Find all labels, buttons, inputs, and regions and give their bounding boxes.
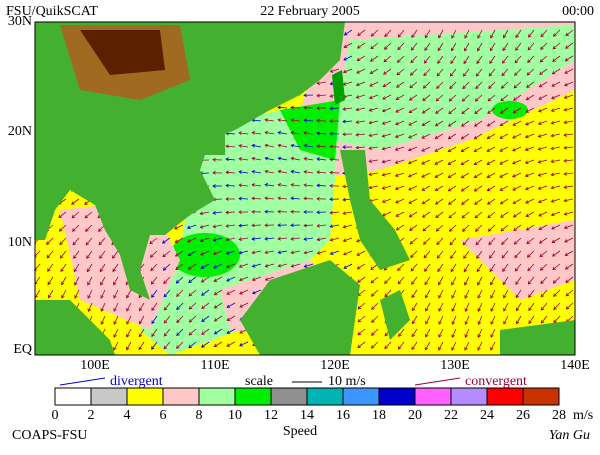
legend-scale: scale (245, 374, 273, 389)
colorbar-label: 8 (196, 408, 203, 423)
arrow-head (32, 161, 35, 164)
colorbar-label: 2 (88, 408, 95, 423)
legend-arrow (415, 378, 460, 385)
lat-labels: 30N 20N 10N EQ (8, 14, 32, 357)
lat-label: 20N (8, 124, 32, 139)
colorbar-label: 4 (124, 408, 131, 423)
legend-divergent: divergent (110, 374, 163, 389)
colorbar-swatch (523, 388, 559, 405)
colorbar-swatch (91, 388, 127, 405)
legend-scale-value: 10 m/s (328, 374, 366, 389)
arrow-head (32, 148, 35, 151)
lon-label: 110E (200, 358, 229, 373)
lat-label: EQ (13, 342, 32, 357)
colorbar-swatch (379, 388, 415, 405)
colorbar-unit: m/s (573, 408, 593, 423)
map (32, 22, 585, 360)
region (492, 101, 528, 119)
colorbar-swatch (55, 388, 91, 405)
header-center: 22 February 2005 (260, 4, 360, 19)
arrow-head (32, 187, 35, 190)
lon-label: 100E (80, 358, 110, 373)
colorbar-swatch (271, 388, 307, 405)
colorbar-swatch (343, 388, 379, 405)
colorbar-label: 16 (336, 408, 350, 423)
arrow-head (32, 135, 35, 138)
lat-label: 10N (8, 235, 32, 250)
colorbar-label: 18 (372, 408, 386, 423)
footer-left: COAPS-FSU (12, 428, 87, 443)
lon-labels: 100E 110E 120E 130E 140E (80, 358, 590, 373)
colorbar-label: 12 (264, 408, 278, 423)
lon-label: 140E (560, 358, 590, 373)
colorbar-title: Speed (283, 424, 317, 439)
colorbar-label: 20 (408, 408, 422, 423)
colorbar-swatch (307, 388, 343, 405)
colorbar-swatch (235, 388, 271, 405)
colorbar-label: 0 (52, 408, 59, 423)
arrow-head (32, 174, 35, 177)
colorbar-swatch (163, 388, 199, 405)
lat-label: 30N (8, 14, 32, 29)
legend-convergent: convergent (465, 374, 527, 389)
colorbar-swatch (127, 388, 163, 405)
lon-label: 120E (320, 358, 350, 373)
colorbar-label: 28 (552, 408, 566, 423)
lon-label: 130E (440, 358, 470, 373)
colorbar-label: 6 (160, 408, 167, 423)
colorbar-label: 10 (228, 408, 242, 423)
legend-arrow (60, 378, 105, 385)
header-right: 00:00 (562, 4, 594, 19)
colorbar-swatch (415, 388, 451, 405)
footer-right: Yan Gu (549, 428, 590, 443)
colorbar-swatch (487, 388, 523, 405)
wind-arrow (226, 185, 235, 186)
colorbar-label: 14 (300, 408, 314, 423)
colorbar-swatch (451, 388, 487, 405)
colorbar-label: 26 (516, 408, 530, 423)
colorbar-swatch (199, 388, 235, 405)
colorbar-label: 24 (480, 408, 494, 423)
colorbar-label: 22 (444, 408, 458, 423)
